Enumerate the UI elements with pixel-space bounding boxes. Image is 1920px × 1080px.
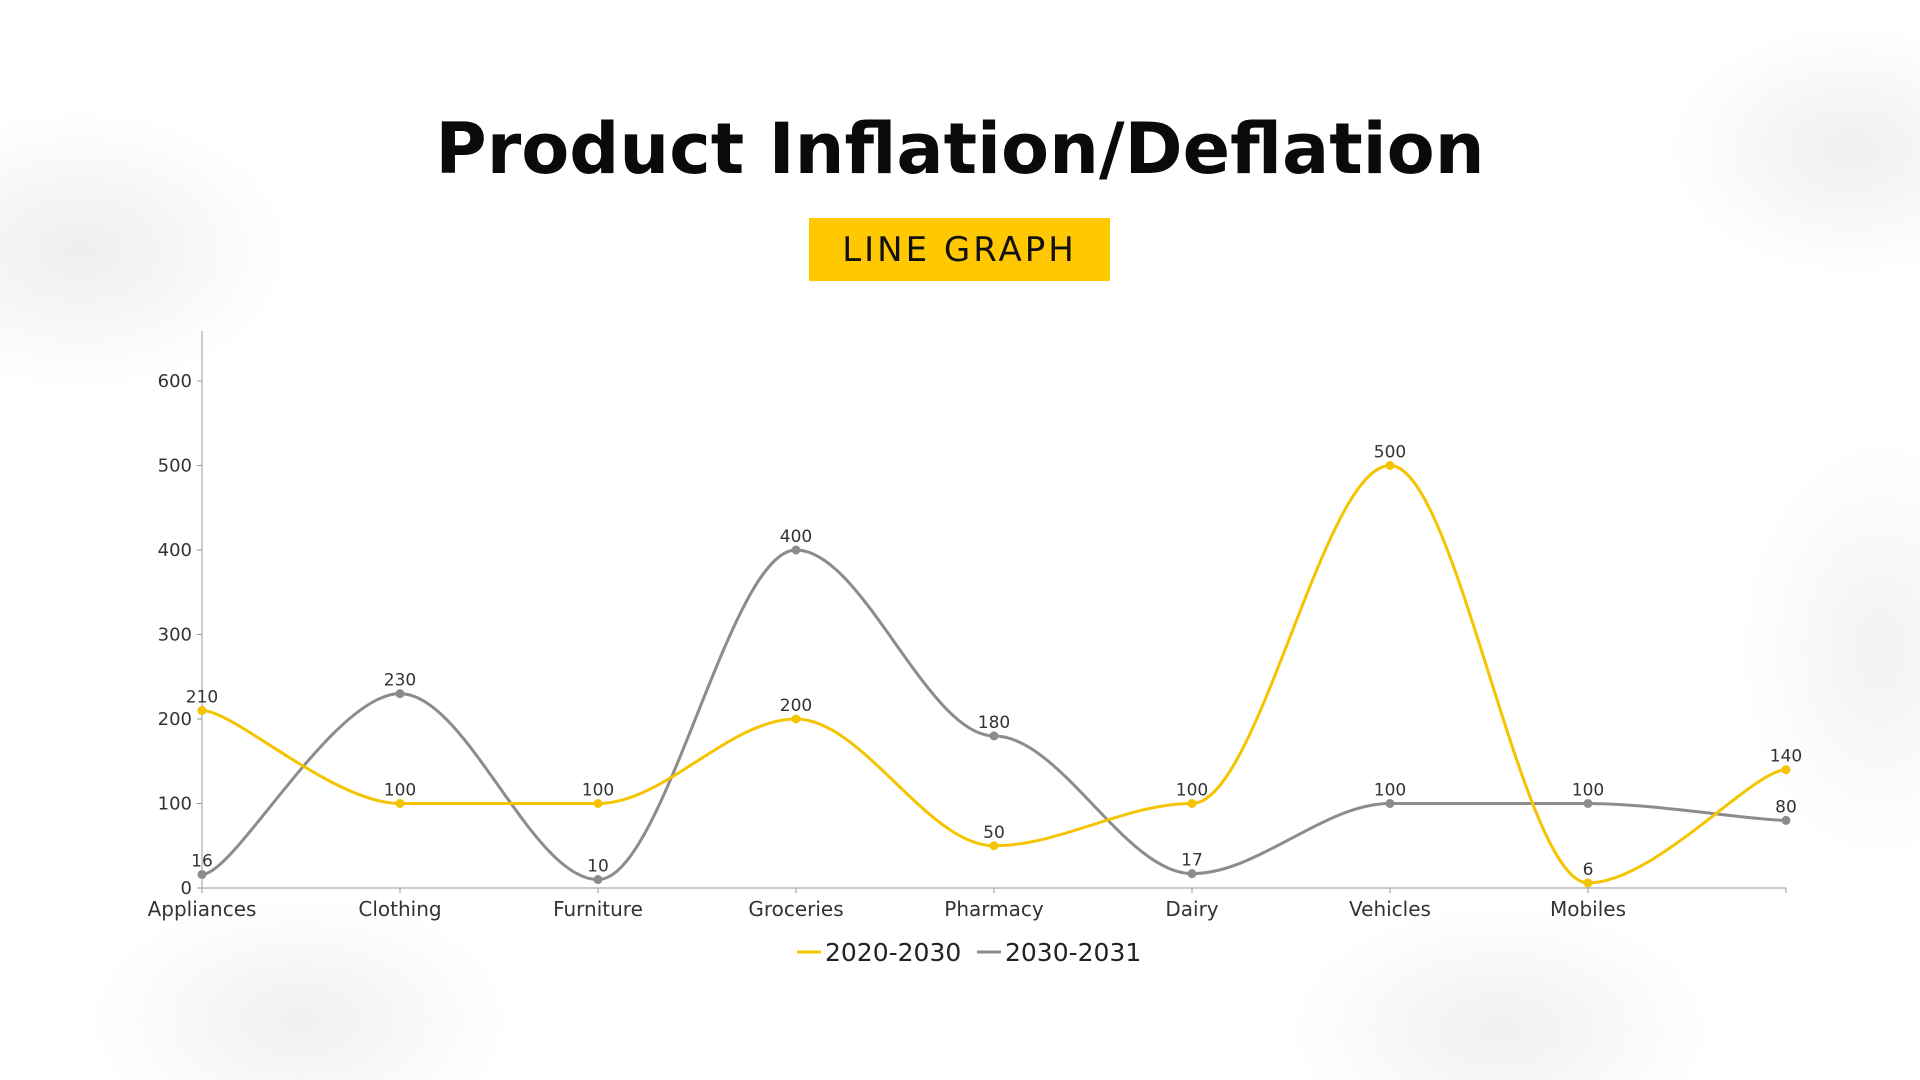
series-line-2020-2030 — [201, 463, 1787, 885]
x-category-label: Clothing — [358, 897, 441, 921]
data-point — [1385, 461, 1395, 470]
y-tick-label: 600 — [158, 371, 192, 392]
y-tick-label: 300 — [158, 625, 192, 646]
x-category-label: Mobiles — [1550, 897, 1626, 921]
series-line-2030-2031 — [201, 548, 1787, 882]
data-label: 100 — [1572, 781, 1604, 801]
data-point — [197, 869, 207, 879]
x-category-label: Vehicles — [1349, 897, 1431, 921]
data-point — [1583, 799, 1593, 808]
data-label: 210 — [186, 688, 218, 708]
data-point — [791, 545, 801, 555]
data-point — [791, 714, 801, 724]
legend-label: 2030-2031 — [1005, 938, 1141, 967]
data-point — [197, 706, 207, 716]
data-point — [1781, 765, 1791, 775]
data-point — [593, 799, 603, 808]
data-label: 17 — [1181, 851, 1203, 871]
data-label: 140 — [1770, 747, 1802, 767]
data-label: 180 — [978, 713, 1010, 733]
x-category-label: Appliances — [148, 897, 257, 921]
data-label: 200 — [780, 696, 812, 716]
data-label: 100 — [582, 781, 614, 801]
data-label: 100 — [1176, 781, 1208, 801]
y-tick-label: 400 — [158, 540, 192, 561]
legend-label: 2020-2030 — [825, 938, 961, 967]
data-label: 50 — [983, 823, 1005, 843]
data-label: 100 — [1374, 781, 1406, 801]
data-label: 10 — [587, 857, 609, 877]
y-tick-label: 0 — [181, 878, 192, 899]
data-label: 16 — [191, 851, 213, 871]
data-point — [1583, 878, 1593, 888]
chart-type-badge: LINE GRAPH — [809, 218, 1110, 281]
y-tick-label: 100 — [158, 794, 192, 815]
data-label: 80 — [1775, 797, 1797, 817]
data-point — [395, 799, 405, 808]
data-label: 230 — [384, 671, 416, 691]
data-label: 500 — [1374, 443, 1406, 463]
data-point — [1187, 869, 1197, 879]
y-tick-label: 200 — [158, 709, 192, 730]
data-label: 6 — [1583, 860, 1594, 880]
data-label: 100 — [384, 781, 416, 801]
data-point — [1385, 799, 1395, 808]
x-category-label: Dairy — [1165, 897, 1218, 921]
data-point — [989, 841, 999, 851]
page-title: Product Inflation/Deflation — [435, 108, 1485, 190]
data-point — [989, 731, 999, 741]
data-point — [395, 689, 405, 699]
x-category-label: Groceries — [748, 897, 843, 921]
y-tick-label: 500 — [158, 456, 192, 477]
x-category-label: Pharmacy — [944, 897, 1044, 921]
x-category-label: Furniture — [553, 897, 643, 921]
data-label: 400 — [780, 527, 812, 547]
data-point — [1187, 799, 1197, 808]
data-point — [1781, 815, 1791, 825]
data-point — [593, 875, 603, 885]
